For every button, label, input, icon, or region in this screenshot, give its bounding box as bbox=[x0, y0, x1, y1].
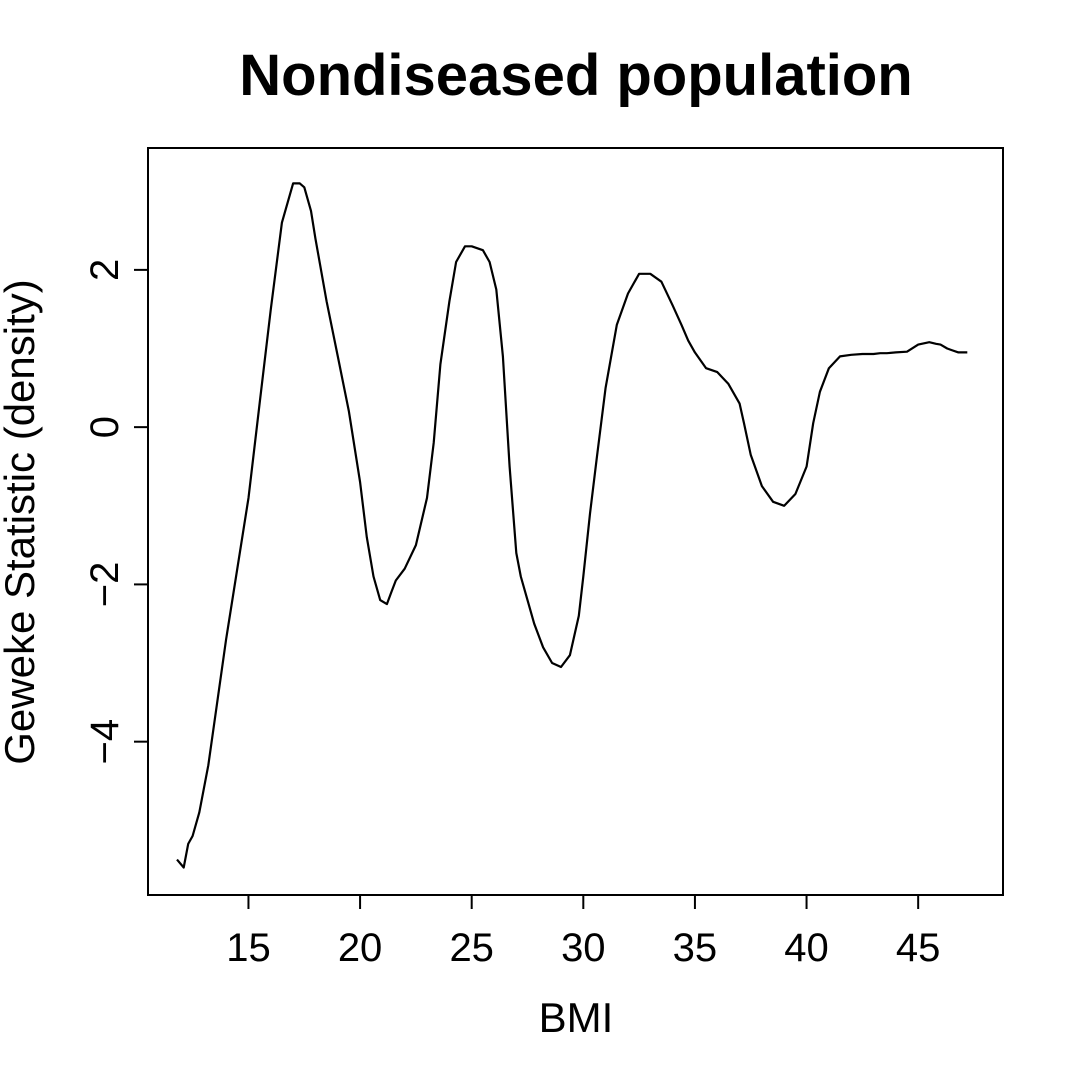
x-axis: 15 20 25 30 35 40 45 bbox=[226, 894, 941, 970]
x-tick-label: 45 bbox=[896, 926, 941, 970]
y-tick-label: 2 bbox=[83, 259, 127, 281]
y-tick-label: 0 bbox=[83, 416, 127, 438]
x-axis-label: BMI bbox=[539, 994, 614, 1041]
y-axis: −4 −2 0 2 bbox=[83, 259, 149, 765]
x-tick-label: 25 bbox=[449, 926, 494, 970]
series-line bbox=[176, 182, 968, 869]
x-tick-label: 40 bbox=[784, 926, 829, 970]
x-tick-label: 20 bbox=[338, 926, 383, 970]
y-tick-label: −4 bbox=[83, 719, 127, 765]
y-axis-label: Geweke Statistic (density) bbox=[0, 279, 43, 765]
x-tick-label: 15 bbox=[226, 926, 271, 970]
series-layer bbox=[176, 182, 968, 869]
x-tick-label: 35 bbox=[673, 926, 718, 970]
y-tick-label: −2 bbox=[83, 562, 127, 608]
chart-title: Nondiseased population bbox=[239, 43, 913, 108]
x-tick-label: 30 bbox=[561, 926, 606, 970]
